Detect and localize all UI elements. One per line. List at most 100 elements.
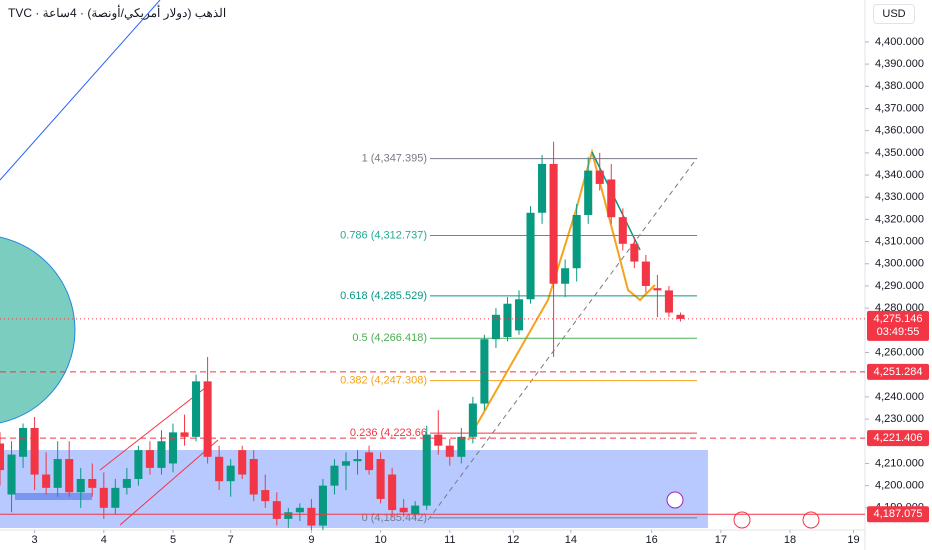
- y-tick-label: 4,210.000: [875, 457, 924, 469]
- x-tick-label: 19: [847, 534, 859, 546]
- chart-title: TVC · الذهب (دولار أمريكي/أونصة) · 4ساعة: [8, 6, 227, 20]
- candle-body: [0, 443, 5, 471]
- x-tick-label: 12: [507, 534, 519, 546]
- candle-body: [249, 459, 258, 495]
- candle-body: [365, 452, 374, 471]
- candle-body: [76, 478, 85, 493]
- candle-body: [422, 434, 431, 506]
- candle-body: [491, 314, 500, 340]
- y-tick-label: 4,330.000: [875, 191, 924, 203]
- price-label: 4,251.284: [874, 366, 923, 378]
- price-label: 4,187.075: [874, 508, 923, 520]
- candle-body: [434, 434, 443, 446]
- candle-body: [42, 474, 51, 488]
- candle-body: [641, 261, 650, 286]
- fib-label: 0.236 (4,223.66: [350, 427, 427, 439]
- price-label-box: [867, 430, 929, 447]
- candle-body: [572, 214, 581, 269]
- candle-body: [676, 314, 685, 319]
- candle-body: [226, 465, 235, 482]
- x-tick-label: 10: [374, 534, 386, 546]
- y-tick-label: 4,350.000: [875, 147, 924, 159]
- candle-body: [180, 432, 189, 437]
- last-price-box: [867, 310, 929, 341]
- price-label: 4,221.406: [874, 432, 923, 444]
- y-tick-label: 4,230.000: [875, 413, 924, 425]
- y-tick-label: 4,360.000: [875, 125, 924, 137]
- y-tick-label: 4,370.000: [875, 102, 924, 114]
- last-price-label: 4,275.146: [874, 313, 923, 325]
- y-tick-label: 4,300.000: [875, 258, 924, 270]
- candle-body: [65, 459, 74, 493]
- trend-line: [0, 0, 161, 181]
- x-tick-label: 16: [646, 534, 658, 546]
- x-tick-label: 7: [228, 534, 234, 546]
- y-tick-label: 4,290.000: [875, 280, 924, 292]
- candle-body: [503, 303, 512, 337]
- candle-body: [399, 507, 408, 513]
- fib-label: 1 (4,347.395): [362, 153, 427, 165]
- x-tick-label: 9: [308, 534, 314, 546]
- candle-body: [607, 179, 616, 218]
- candle-body: [295, 507, 304, 513]
- candle-body: [284, 512, 293, 519]
- event-icon[interactable]: [733, 511, 751, 529]
- candle-body: [19, 427, 28, 457]
- candle-body: [618, 217, 627, 244]
- candle-body: [99, 487, 108, 508]
- x-tick-label: 17: [715, 534, 727, 546]
- candle-body: [53, 459, 62, 488]
- currency-button[interactable]: USD: [873, 4, 915, 24]
- candle-body: [307, 507, 316, 526]
- candle-body: [30, 427, 39, 475]
- candle-body: [411, 505, 420, 515]
- fib-label: 0.5 (4,266.418): [352, 332, 427, 344]
- event-icon[interactable]: [802, 511, 820, 529]
- candle-body: [168, 432, 178, 464]
- candle-body: [526, 212, 535, 300]
- fib-label: 0.618 (4,285.529): [340, 290, 427, 302]
- candle-body: [595, 170, 604, 184]
- y-tick-label: 4,380.000: [875, 80, 924, 92]
- fib-label: 0 (4,185.442): [362, 512, 427, 524]
- x-tick-label: 14: [565, 534, 577, 546]
- candle-body: [457, 436, 466, 457]
- candle-body: [261, 490, 270, 502]
- y-tick-label: 4,200.000: [875, 480, 924, 492]
- fib-label: 0.382 (4,247.308): [340, 375, 427, 387]
- y-tick-label: 4,340.000: [875, 169, 924, 181]
- price-label-box: [867, 363, 929, 380]
- candle-body: [653, 288, 662, 291]
- candle-body: [145, 450, 154, 468]
- zone-small: [15, 493, 92, 500]
- y-tick-label: 4,400.000: [875, 36, 924, 48]
- candle-body: [7, 454, 16, 495]
- circle-drawing: [0, 236, 76, 424]
- candle-body: [318, 485, 327, 526]
- candle-body: [341, 461, 351, 466]
- y-tick-label: 4,260.000: [875, 346, 924, 358]
- y-tick-label: 4,320.000: [875, 213, 924, 225]
- x-tick-label: 3: [32, 534, 38, 546]
- candle-body: [376, 459, 385, 499]
- x-tick-label: 18: [784, 534, 796, 546]
- price-label-box: [867, 506, 929, 523]
- candle-body: [192, 381, 201, 437]
- candle-body: [238, 450, 247, 475]
- channel-line: [119, 439, 219, 526]
- candle-body: [122, 478, 131, 488]
- candle-body: [272, 501, 281, 519]
- countdown-label: 03:49:55: [877, 326, 920, 338]
- candle-body: [353, 459, 362, 462]
- event-icon[interactable]: [666, 491, 684, 509]
- y-tick-label: 4,310.000: [875, 236, 924, 248]
- candle-body: [468, 403, 477, 437]
- x-tick-label: 4: [101, 534, 107, 546]
- x-tick-label: 11: [444, 534, 455, 546]
- candle-body: [664, 290, 673, 313]
- candle-body: [549, 163, 558, 284]
- candle-body: [330, 465, 339, 486]
- candle-body: [561, 268, 570, 284]
